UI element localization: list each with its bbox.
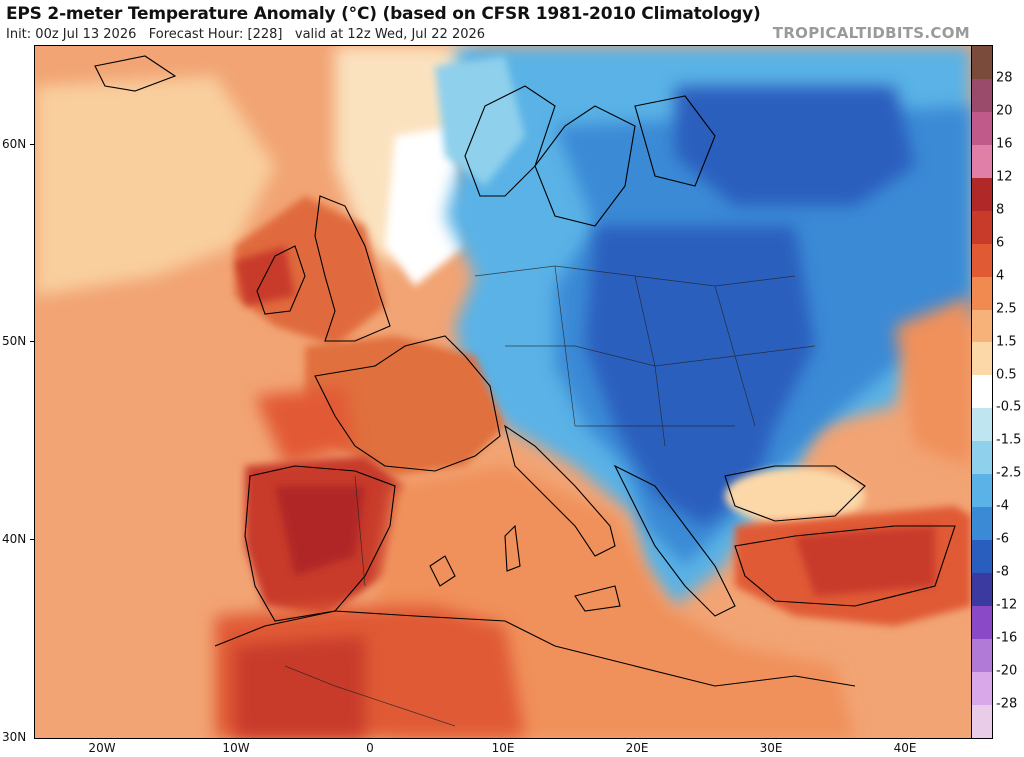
colorbar-label: 4 <box>996 268 1005 284</box>
anomaly-map <box>34 45 972 739</box>
iberia-coast <box>244 465 396 622</box>
iberia-core <box>275 486 365 576</box>
colorbar-label: -20 <box>996 663 1018 679</box>
caspian-warm <box>895 296 971 466</box>
colorbar-segment <box>972 309 992 343</box>
colorbar-label: -2.5 <box>996 465 1022 481</box>
lon-10e-label: 10E <box>491 741 515 755</box>
lat-60n-label: 60N <box>2 137 27 151</box>
italy-coast <box>504 424 616 557</box>
map-svg <box>35 46 971 738</box>
lon-20e-label: 20E <box>625 741 649 755</box>
colorbar-label: -16 <box>996 630 1018 646</box>
iceland-coast <box>94 55 177 92</box>
britain-coast <box>314 195 391 342</box>
morocco-core <box>235 636 365 738</box>
colorbar-segment <box>972 210 992 244</box>
finland-coast <box>634 95 716 187</box>
norway-light-blue <box>435 56 525 186</box>
lat-tick-60n <box>30 144 35 145</box>
colorbar-segment <box>972 671 992 705</box>
black-sea <box>725 468 865 524</box>
border-line-5 <box>714 285 756 427</box>
turkey-coast <box>734 525 956 607</box>
lat-tick-40n <box>30 539 35 540</box>
colorbar-label: -0.5 <box>996 399 1022 415</box>
coastlines <box>94 55 956 687</box>
neutral-band <box>385 126 465 286</box>
lon-0-label: 0 <box>366 741 374 755</box>
africa-coast <box>214 610 856 687</box>
colorbar-segment <box>972 638 992 672</box>
border-spain-portugal <box>354 475 366 587</box>
lat-50n-label: 50N <box>2 334 27 348</box>
lon-30e-label: 30E <box>759 741 783 755</box>
forecast-hour: Forecast Hour: [228] <box>148 27 283 42</box>
colorbar-label: 20 <box>996 103 1013 119</box>
sweden-coast <box>534 105 636 227</box>
colorbar-label: 28 <box>996 70 1013 86</box>
arctic-cool-core <box>675 86 915 206</box>
colorbar-label: -12 <box>996 597 1018 613</box>
france-coast <box>314 335 501 472</box>
colorbar-segment <box>972 573 992 606</box>
colorbar-segment <box>972 78 992 112</box>
colorbar-segment <box>972 704 992 738</box>
colorbar-segment <box>972 474 992 508</box>
lat-tick-50n <box>30 341 35 342</box>
north-atlantic-pale <box>35 76 275 296</box>
page-title: EPS 2-meter Temperature Anomaly (°C) (ba… <box>6 4 761 24</box>
colorbar-segment <box>972 540 992 573</box>
lat-40n-label: 40N <box>2 532 27 546</box>
colorbar-label: 6 <box>996 235 1005 251</box>
balkans-coast <box>613 464 736 617</box>
country-borders <box>284 265 816 727</box>
colorbar-segment <box>972 342 992 376</box>
turkey-core <box>795 526 935 596</box>
colorbar-segment <box>972 243 992 277</box>
colorbar-label: 2.5 <box>996 301 1017 317</box>
init-time: Init: 00z Jul 13 2026 <box>6 27 137 42</box>
core-cool-region <box>585 226 815 526</box>
lon-40e-label: 40E <box>893 741 917 755</box>
norway-coast <box>464 85 556 197</box>
colorbar-segment <box>972 605 992 639</box>
uk-warm <box>235 196 385 346</box>
lon-10w-label: 10W <box>222 741 250 755</box>
colorbar-segment <box>972 441 992 475</box>
lon-20w-label: 20W <box>88 741 116 755</box>
valid-time: valid at 12z Wed, Jul 22 2026 <box>294 27 486 42</box>
colorbar-segment <box>972 507 992 541</box>
colorbar-label: 12 <box>996 169 1013 185</box>
colorbar-label: 16 <box>996 136 1013 152</box>
border-line-4 <box>634 275 666 447</box>
lat-30n-label: 30N <box>2 730 27 744</box>
ireland-coast <box>256 245 306 315</box>
sicily-coast <box>574 585 621 612</box>
colorbar-label: -1.5 <box>996 432 1022 448</box>
colorbar-label: 8 <box>996 202 1005 218</box>
colorbar-label: -4 <box>996 498 1009 514</box>
colorbar-segment <box>972 408 992 442</box>
sardinia-coast <box>504 524 521 572</box>
colorbar-label: -8 <box>996 564 1009 580</box>
brand-watermark: TROPICALTIDBITS.COM <box>772 24 970 42</box>
colorbar-segment <box>972 177 992 211</box>
colorbar-segment <box>972 375 992 409</box>
colorbar-label: -28 <box>996 696 1018 712</box>
colorbar-legend <box>971 45 993 739</box>
colorbar-segment <box>972 276 992 310</box>
balearic-coast <box>429 555 456 587</box>
colorbar-label: 1.5 <box>996 334 1017 350</box>
colorbar-label: 0.5 <box>996 367 1017 383</box>
border-africa <box>284 665 456 727</box>
france-warm <box>305 336 505 476</box>
colorbar-segment <box>972 46 992 79</box>
colorbar-segment <box>972 111 992 145</box>
colorbar-segment <box>972 144 992 178</box>
forecast-info: Init: 00z Jul 13 2026 Forecast Hour: [22… <box>6 27 485 42</box>
black-sea-coast <box>724 465 866 522</box>
colorbar-label: -6 <box>996 531 1009 547</box>
border-line-3 <box>554 265 576 427</box>
